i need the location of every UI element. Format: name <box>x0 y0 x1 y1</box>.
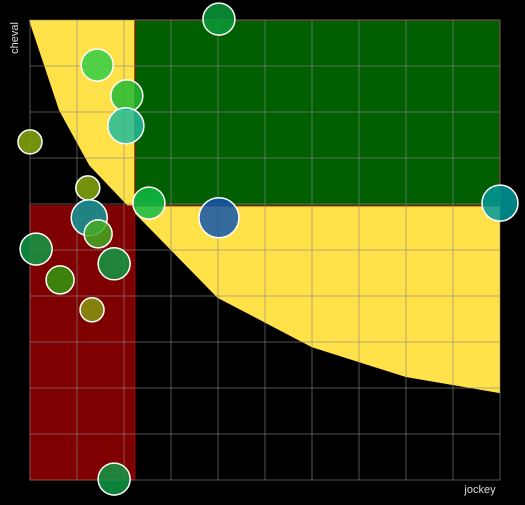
bubble <box>19 232 53 266</box>
bubble <box>79 297 105 323</box>
bubble <box>97 462 131 496</box>
bubble <box>80 48 114 82</box>
bubble <box>107 107 145 145</box>
curve-line <box>29 19 501 394</box>
bubble <box>202 2 236 36</box>
y-axis-label: cheval <box>9 22 21 54</box>
bubble <box>17 129 43 155</box>
bubble <box>132 186 166 220</box>
x-axis-label: jockey <box>463 484 496 496</box>
bubble <box>45 265 75 295</box>
bubble <box>97 247 131 281</box>
region <box>134 19 501 207</box>
bubble <box>75 175 101 201</box>
bubble <box>198 197 240 239</box>
bubble <box>83 219 113 249</box>
bubble <box>481 184 519 222</box>
